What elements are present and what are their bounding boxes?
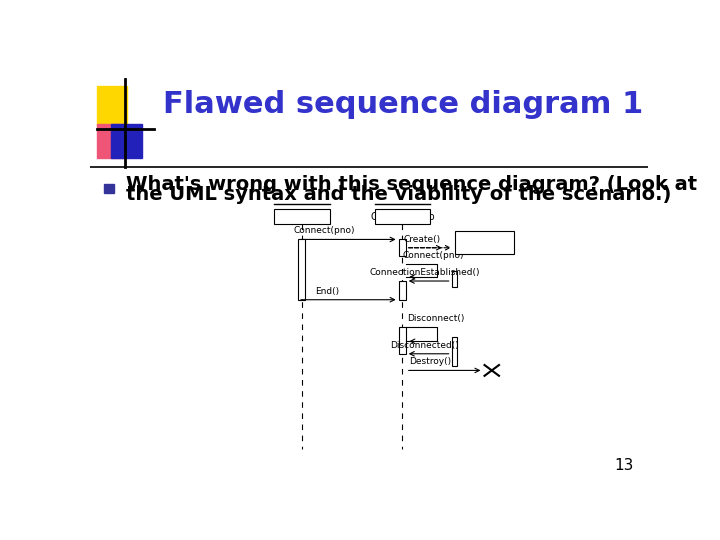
Text: Connect(pno): Connect(pno) [402,251,464,260]
Text: Disconnect(): Disconnect() [408,314,464,322]
Bar [399,239,406,256]
Text: the UML syntax and the viability of the scenario.): the UML syntax and the viability of the … [126,185,672,205]
Text: CellularRadio: CellularRadio [370,212,435,221]
Text: Disconnected(): Disconnected() [390,341,459,349]
Bar [399,327,406,354]
Text: Dialer: Dialer [287,212,317,221]
Bar [111,124,142,158]
Text: End(): End() [315,287,339,295]
Text: ConnectionEstablished(): ConnectionEstablished() [369,268,480,277]
Bar [451,271,457,287]
Bar [96,124,124,158]
Text: What's wrong with this sequence diagram? (Look at: What's wrong with this sequence diagram?… [126,175,698,194]
Bar [96,85,127,125]
Text: 13: 13 [615,458,634,473]
Text: Destroy(): Destroy() [409,357,451,366]
Bar [298,239,305,300]
Text: Connection: Connection [457,238,513,247]
Text: Create(): Create() [403,234,441,244]
Bar [374,208,431,225]
Bar [399,281,406,300]
Text: Connect(pno): Connect(pno) [294,226,355,235]
Bar [456,231,514,254]
Bar [274,208,330,225]
Bar [451,337,457,366]
Text: Flawed sequence diagram 1: Flawed sequence diagram 1 [163,90,643,119]
Bar [104,184,114,193]
